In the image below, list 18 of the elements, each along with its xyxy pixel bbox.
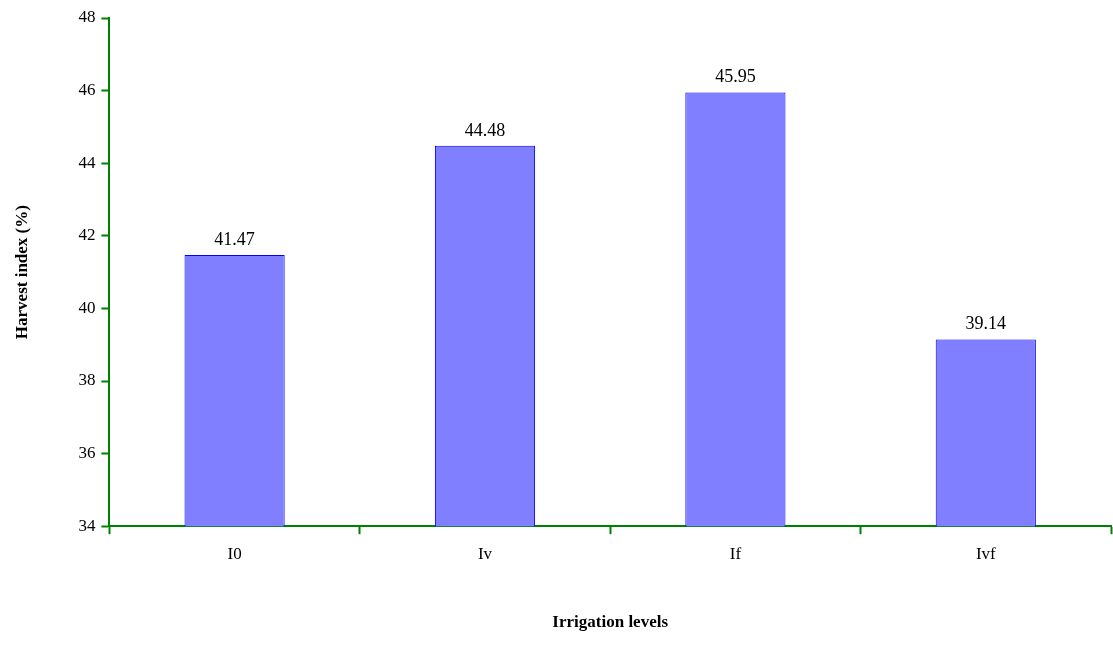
y-tick-label: 42 bbox=[78, 225, 96, 245]
x-tick-label: Ivf bbox=[975, 543, 997, 563]
y-tick-label: 40 bbox=[78, 297, 96, 317]
x-tick-label: I0 bbox=[227, 543, 242, 563]
data-label: 44.48 bbox=[464, 119, 506, 140]
y-axis-title: Harvest index (%) bbox=[11, 205, 31, 340]
y-tick-label: 44 bbox=[78, 152, 96, 172]
x-axis-title: Irrigation levels bbox=[552, 612, 669, 632]
data-label: 41.47 bbox=[214, 228, 255, 249]
data-label: 45.95 bbox=[715, 66, 756, 87]
y-tick-label: 38 bbox=[78, 370, 96, 390]
x-tick-label: Iv bbox=[477, 543, 493, 563]
y-tick-label: 46 bbox=[78, 80, 96, 100]
y-tick-label: 34 bbox=[78, 515, 96, 535]
y-tick-label: 48 bbox=[78, 7, 96, 27]
x-tick-label: If bbox=[729, 543, 742, 563]
data-label: 39.14 bbox=[965, 313, 1007, 334]
y-tick-label: 36 bbox=[78, 443, 96, 463]
